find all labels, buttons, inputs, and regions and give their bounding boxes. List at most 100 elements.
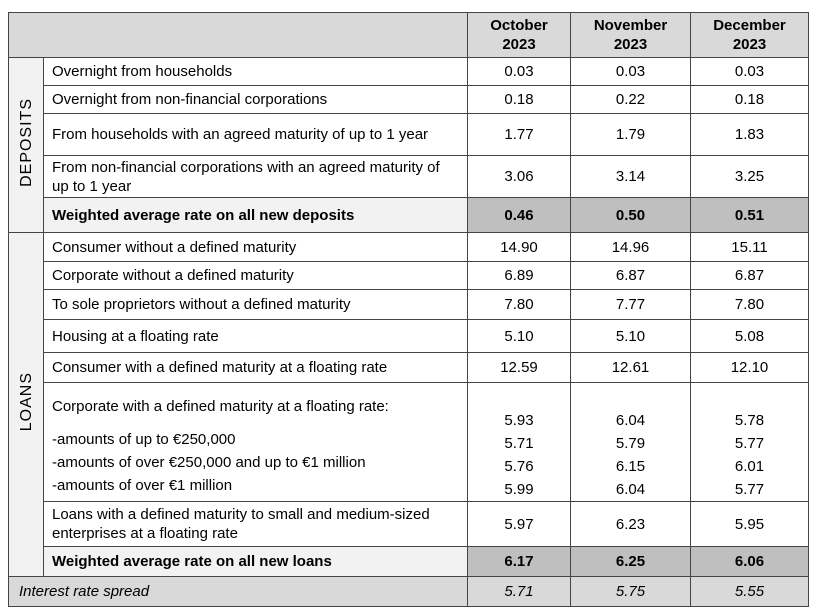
column-header: December 2023 <box>690 12 809 58</box>
value-cell: 1.77 <box>467 113 571 156</box>
subline-value: 5.77 <box>734 435 765 452</box>
rates-table: October 2023 November 2023 December 2023 DE… <box>8 12 809 607</box>
row-label-text: Corporate with a defined maturity at a f… <box>52 398 389 415</box>
value: 5.93 <box>504 412 534 429</box>
subline-value: 5.77 <box>734 481 765 498</box>
table-row: From non-financial corporations with an … <box>9 155 809 198</box>
value-cell: 0.18 <box>467 85 571 114</box>
value-cell: 0.22 <box>570 85 691 114</box>
value: 6.04 <box>615 412 646 429</box>
value-cell: 6.87 <box>690 261 809 290</box>
row-label: Overnight from non-financial corporation… <box>43 85 468 114</box>
value-cell: 0.03 <box>467 57 571 86</box>
row-label: Overnight from households <box>43 57 468 86</box>
value-cell: 6.23 <box>570 501 691 547</box>
header-row: October 2023 November 2023 December 2023 <box>8 12 809 58</box>
value-cell: 5.10 <box>570 319 691 353</box>
table-row: Housing at a floating rate 5.10 5.10 5.08 <box>9 319 809 353</box>
row-label: From non-financial corporations with an … <box>43 155 468 198</box>
table-row: Overnight from non-financial corporation… <box>9 85 809 114</box>
value-cell: 7.77 <box>570 289 691 320</box>
total-row: Weighted average rate on all new deposit… <box>9 197 809 233</box>
value-cell: 5.93 5.71 5.76 5.99 <box>467 382 571 502</box>
column-header: November 2023 <box>570 12 691 58</box>
subline-label: -amounts of over €250,000 and up to €1 m… <box>52 454 366 471</box>
row-label: Consumer with a defined maturity at a fl… <box>43 352 468 383</box>
row-label: To sole proprietors without a defined ma… <box>43 289 468 320</box>
table-row: Corporate without a defined maturity 6.89… <box>9 261 809 290</box>
value-cell: 5.10 <box>467 319 571 353</box>
value-cell: 14.90 <box>467 232 571 262</box>
spread-value: 5.55 <box>690 576 809 607</box>
value-cell: 0.03 <box>570 57 691 86</box>
value-cell: 12.10 <box>690 352 809 383</box>
spread-label: Interest rate spread <box>8 576 468 607</box>
spread-row: Interest rate spread 5.71 5.75 5.55 <box>8 576 809 607</box>
value-cell: 6.04 5.79 6.15 6.04 <box>570 382 691 502</box>
value-cell: 0.18 <box>690 85 809 114</box>
value-cell: 6.89 <box>467 261 571 290</box>
section-label-text: DEPOSITS <box>17 98 35 187</box>
table-row: To sole proprietors without a defined ma… <box>9 289 809 320</box>
value-cell: 12.61 <box>570 352 691 383</box>
subline-value: 5.99 <box>504 481 534 498</box>
value-cell: 7.80 <box>467 289 571 320</box>
value: 5.78 <box>734 412 765 429</box>
value-cell: 5.95 <box>690 501 809 547</box>
table-row: Loans with a defined maturity to small a… <box>9 501 809 547</box>
value-cell: 15.11 <box>690 232 809 262</box>
table-row: LOANS Consumer without a defined maturity… <box>8 232 809 577</box>
column-header: October 2023 <box>467 12 571 58</box>
subline-value: 6.15 <box>615 458 646 475</box>
table-row: From households with an agreed maturity … <box>9 113 809 156</box>
total-value: 6.25 <box>570 546 691 577</box>
total-row: Weighted average rate on all new loans 6.… <box>9 546 809 577</box>
value-cell: 5.78 5.77 6.01 5.77 <box>690 382 809 502</box>
table-row: DEPOSITS Overnight from households 0.03 0.0… <box>8 57 809 233</box>
spread-value: 5.75 <box>570 576 691 607</box>
header-blank <box>8 12 468 58</box>
subline-value: 6.01 <box>734 458 765 475</box>
total-label: Weighted average rate on all new deposit… <box>43 197 468 233</box>
value-cell: 5.97 <box>467 501 571 547</box>
section-label: LOANS <box>8 232 44 577</box>
value-cell: 3.06 <box>467 155 571 198</box>
row-label: Consumer without a defined maturity <box>43 232 468 262</box>
total-value: 0.51 <box>690 197 809 233</box>
value-cell: 0.03 <box>690 57 809 86</box>
value-cell: 1.83 <box>690 113 809 156</box>
total-value: 0.50 <box>570 197 691 233</box>
column-header-text: December 2023 <box>713 17 786 53</box>
subline-value: 5.76 <box>504 458 534 475</box>
value-cell: 1.79 <box>570 113 691 156</box>
row-label: Loans with a defined maturity to small a… <box>43 501 468 547</box>
subline-label: -amounts of over €1 million <box>52 477 233 494</box>
subline-value: 6.04 <box>615 481 646 498</box>
table-row: Corporate with a defined maturity at a f… <box>9 382 809 502</box>
total-value: 6.06 <box>690 546 809 577</box>
value-cell: 3.14 <box>570 155 691 198</box>
table-row: Consumer with a defined maturity at a fl… <box>9 352 809 383</box>
row-label: Housing at a floating rate <box>43 319 468 353</box>
total-label: Weighted average rate on all new loans <box>43 546 468 577</box>
value-cell: 14.96 <box>570 232 691 262</box>
subline-label: -amounts of up to €250,000 <box>52 431 236 448</box>
row-label: Corporate with a defined maturity at a f… <box>43 382 468 502</box>
total-value: 6.17 <box>467 546 571 577</box>
value-cell: 3.25 <box>690 155 809 198</box>
row-label: Corporate without a defined maturity <box>43 261 468 290</box>
row-label: From households with an agreed maturity … <box>43 113 468 156</box>
subline-value: 5.71 <box>504 435 534 452</box>
value-cell: 5.08 <box>690 319 809 353</box>
value-cell: 12.59 <box>467 352 571 383</box>
column-header-text: November 2023 <box>593 17 668 53</box>
value-cell: 7.80 <box>690 289 809 320</box>
total-value: 0.46 <box>467 197 571 233</box>
column-header-text: October 2023 <box>490 17 548 53</box>
subline-value: 5.79 <box>615 435 646 452</box>
section-label: DEPOSITS <box>8 57 44 233</box>
section-label-text: LOANS <box>17 372 35 432</box>
value-cell: 6.87 <box>570 261 691 290</box>
spread-value: 5.71 <box>467 576 571 607</box>
